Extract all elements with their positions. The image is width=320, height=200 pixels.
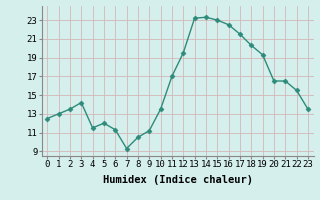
- X-axis label: Humidex (Indice chaleur): Humidex (Indice chaleur): [103, 175, 252, 185]
